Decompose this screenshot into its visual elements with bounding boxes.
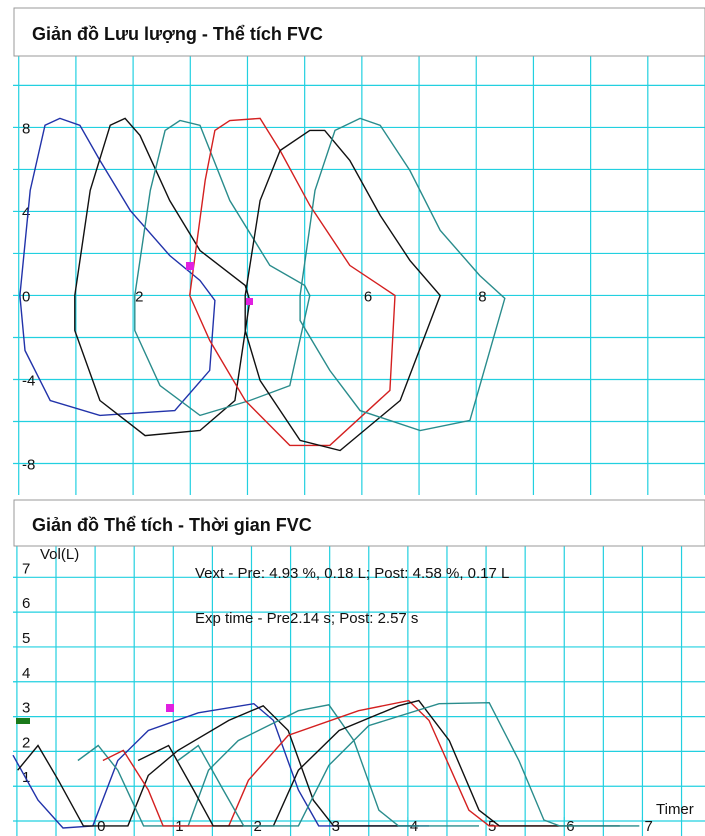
x-tick-label: 7 <box>644 818 652 835</box>
axis-label: Timer <box>656 801 694 818</box>
y-tick-label: 3 <box>22 700 30 717</box>
x-tick-label: 6 <box>364 288 372 305</box>
annotation: Vext - Pre: 4.93 %, 0.18 L; Post: 4.58 %… <box>195 565 509 582</box>
y-tick-label: 8 <box>22 120 30 137</box>
x-tick-label: 2 <box>135 288 143 305</box>
marker <box>16 718 30 724</box>
y-tick-label: 7 <box>22 560 30 577</box>
annotation: Exp time - Pre2.14 s; Post: 2.57 s <box>195 610 418 627</box>
curve <box>19 117 216 417</box>
marker <box>166 704 174 712</box>
curve <box>17 704 419 827</box>
curve <box>137 699 620 827</box>
chart-title: Giản đồ Lưu lượng - Thể tích FVC <box>32 24 323 44</box>
y-tick-label: 4 <box>22 665 30 682</box>
y-tick-label: -8 <box>22 456 35 473</box>
curve <box>244 129 442 452</box>
curve <box>102 699 560 827</box>
curve <box>189 117 396 447</box>
chart-title: Giản đồ Thể tích - Thời gian FVC <box>32 515 312 535</box>
y-tick-label: 4 <box>22 204 30 221</box>
curve <box>177 701 640 827</box>
x-tick-label: 8 <box>478 288 486 305</box>
y-tick-label: 6 <box>22 595 30 612</box>
y-tick-label: 2 <box>22 734 30 751</box>
title-bar <box>13 7 705 57</box>
curve <box>77 704 479 827</box>
curve <box>134 119 311 417</box>
y-tick-label: -4 <box>22 372 35 389</box>
curve <box>74 117 251 437</box>
y-tick-label: 5 <box>22 630 30 647</box>
axis-label: Vol(L) <box>40 546 79 563</box>
curve <box>299 117 506 432</box>
marker <box>246 298 253 305</box>
plot: -8 -4 0 4 8 2 6 8 <box>13 56 705 495</box>
y-tick-label: 0 <box>22 288 30 305</box>
title-bar <box>13 499 705 547</box>
curve <box>12 702 429 829</box>
marker <box>186 262 194 270</box>
